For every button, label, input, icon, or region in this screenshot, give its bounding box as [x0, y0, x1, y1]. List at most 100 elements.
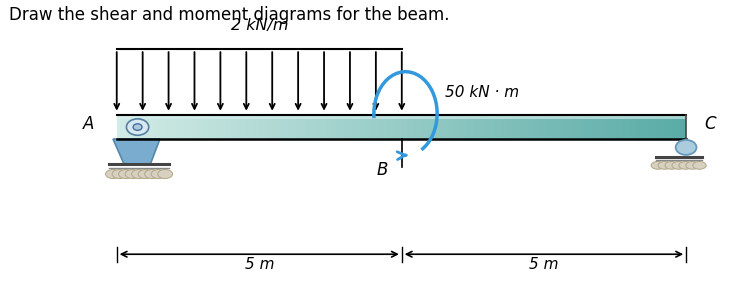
Ellipse shape	[675, 140, 696, 155]
Bar	[638, 115, 640, 139]
Ellipse shape	[672, 162, 685, 169]
Bar	[236, 115, 239, 139]
Bar	[552, 115, 555, 139]
Bar	[424, 115, 427, 139]
Bar	[396, 115, 399, 139]
Bar	[421, 115, 424, 139]
Bar	[438, 115, 441, 139]
Bar	[296, 115, 299, 139]
Bar	[202, 115, 205, 139]
Bar	[646, 115, 649, 139]
Bar	[128, 115, 131, 139]
Bar	[533, 115, 535, 139]
Bar	[259, 115, 262, 139]
Bar	[248, 115, 250, 139]
Bar	[199, 115, 202, 139]
Text: 5 m: 5 m	[244, 257, 274, 272]
Bar	[245, 115, 248, 139]
Bar	[171, 115, 173, 139]
Text: 50 kN · m: 50 kN · m	[444, 85, 518, 100]
Bar	[580, 115, 583, 139]
Bar	[140, 115, 143, 139]
Bar	[586, 115, 589, 139]
Bar	[120, 115, 123, 139]
Bar	[384, 115, 387, 139]
Bar	[447, 115, 450, 139]
Bar	[427, 115, 430, 139]
Bar	[615, 115, 618, 139]
Bar	[193, 115, 196, 139]
Bar	[310, 115, 313, 139]
Bar	[148, 115, 151, 139]
Bar	[478, 115, 481, 139]
Bar	[276, 115, 279, 139]
Bar	[459, 115, 461, 139]
Bar	[379, 115, 382, 139]
Bar	[219, 115, 222, 139]
Bar	[484, 115, 487, 139]
Bar	[444, 115, 447, 139]
Bar	[234, 115, 236, 139]
Bar	[418, 115, 421, 139]
Bar	[621, 115, 624, 139]
Bar	[330, 115, 333, 139]
Bar	[256, 115, 259, 139]
Bar	[489, 115, 492, 139]
Bar	[592, 115, 595, 139]
Bar	[569, 115, 572, 139]
Bar	[492, 115, 495, 139]
Bar	[250, 115, 253, 139]
Bar	[541, 115, 544, 139]
Bar	[356, 115, 359, 139]
Bar	[572, 115, 575, 139]
Bar	[643, 115, 646, 139]
Bar	[324, 115, 327, 139]
Bar	[538, 115, 541, 139]
Bar	[344, 115, 347, 139]
Bar	[509, 115, 512, 139]
Bar	[506, 115, 509, 139]
Bar	[660, 115, 663, 139]
Bar	[319, 115, 322, 139]
Bar	[291, 115, 294, 139]
Bar	[123, 115, 125, 139]
Bar	[190, 115, 193, 139]
Bar	[635, 115, 638, 139]
Bar	[450, 115, 453, 139]
Bar	[618, 115, 621, 139]
Bar	[504, 115, 506, 139]
Ellipse shape	[651, 162, 665, 169]
Bar	[370, 115, 373, 139]
Bar	[456, 115, 459, 139]
Bar	[264, 115, 267, 139]
Text: A: A	[83, 115, 94, 133]
Bar	[521, 115, 524, 139]
Bar	[467, 115, 470, 139]
Bar	[512, 115, 515, 139]
Bar	[333, 115, 336, 139]
Ellipse shape	[138, 169, 153, 178]
Bar	[196, 115, 199, 139]
Bar	[555, 115, 558, 139]
Bar	[143, 115, 145, 139]
Bar	[117, 115, 686, 119]
Bar	[681, 115, 684, 139]
Bar	[607, 115, 610, 139]
Bar	[182, 115, 185, 139]
Bar	[433, 115, 436, 139]
Bar	[518, 115, 521, 139]
Bar	[228, 115, 231, 139]
Bar	[208, 115, 211, 139]
Bar	[145, 115, 148, 139]
Bar	[649, 115, 652, 139]
Ellipse shape	[131, 169, 146, 178]
Bar	[652, 115, 655, 139]
Ellipse shape	[112, 169, 127, 178]
Bar	[583, 115, 586, 139]
Bar	[601, 115, 604, 139]
Bar	[475, 115, 478, 139]
Bar	[347, 115, 350, 139]
Ellipse shape	[145, 169, 160, 178]
Bar	[225, 115, 228, 139]
Bar	[558, 115, 561, 139]
